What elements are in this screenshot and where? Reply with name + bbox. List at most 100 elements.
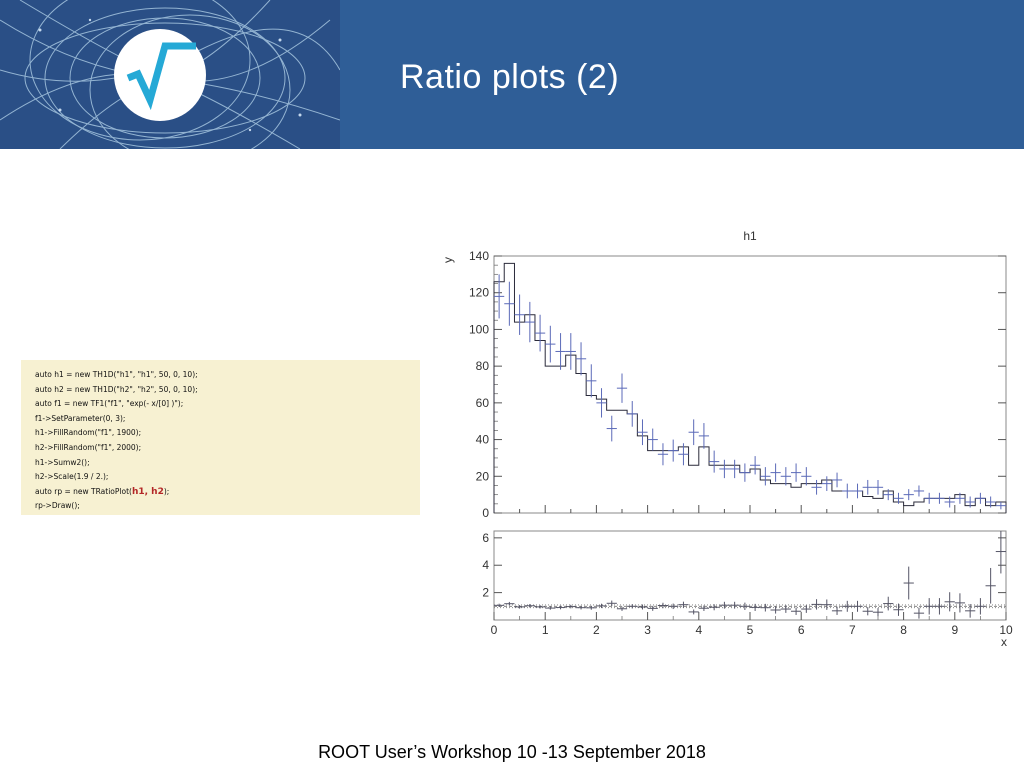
code-line: h1->FillRandom("f1", 1900); xyxy=(35,428,142,438)
h2-error-point xyxy=(862,479,873,495)
code-line: auto h1 = new TH1D("h1", "h1", 50, 0, 10… xyxy=(35,370,198,379)
ratio-point xyxy=(893,603,904,616)
h2-error-point xyxy=(872,479,884,495)
ratio-point xyxy=(657,602,669,609)
ratio-point xyxy=(995,531,1006,574)
ratio-x-tick-label: 5 xyxy=(747,623,754,637)
ratio-point xyxy=(616,606,628,611)
footer-text: ROOT User’s Workshop 10 -13 September 20… xyxy=(318,742,706,762)
ratio-point xyxy=(575,605,587,610)
header-banner: Ratio plots (2) xyxy=(0,0,1024,149)
h2-error-point xyxy=(770,463,781,482)
h2-error-point xyxy=(811,479,822,495)
ratio-point xyxy=(801,605,812,613)
ratio-point xyxy=(596,603,607,609)
h2-error-point xyxy=(975,492,986,504)
h2-error-point xyxy=(801,467,812,486)
ratio-point xyxy=(954,593,966,613)
ratio-y-tick-label: 6 xyxy=(482,531,489,545)
h2-error-point xyxy=(586,364,597,398)
y-tick-label: 0 xyxy=(482,506,489,520)
h1-step-histogram xyxy=(493,262,1007,513)
h2-error-point xyxy=(504,281,515,326)
h2-error-point xyxy=(494,274,505,319)
h2-error-point xyxy=(555,333,566,370)
ratio-point xyxy=(688,609,699,615)
h2-error-point xyxy=(913,485,925,497)
ratio-point xyxy=(821,599,832,610)
h2-error-point xyxy=(883,489,894,501)
ratio-point xyxy=(534,605,546,609)
ratio-point xyxy=(811,599,822,610)
ratio-x-tick-label: 1 xyxy=(542,623,549,637)
particle-tracks-decoration xyxy=(0,0,340,149)
h2-error-point xyxy=(575,342,587,376)
code-line: rp->Draw(); xyxy=(35,501,80,511)
h2-error-point xyxy=(719,459,730,479)
y-axis-label: y xyxy=(441,257,455,263)
ratio-point xyxy=(944,592,955,612)
chart-title: h1 xyxy=(743,229,757,243)
ratio-x-tick-label: 9 xyxy=(951,623,958,637)
code-line: auto rp = new TRatioPlot(h1, h2); xyxy=(35,486,170,497)
h2-error-point xyxy=(637,419,648,446)
h2-error-point xyxy=(790,463,802,482)
h2-error-point xyxy=(565,333,576,370)
h2-error-point xyxy=(729,459,740,479)
ratio-x-tick-label: 6 xyxy=(798,623,805,637)
ratio-point xyxy=(606,600,617,607)
h2-error-point xyxy=(647,428,658,451)
h2-error-point xyxy=(965,496,976,508)
ratio-point xyxy=(494,603,505,607)
code-line: h2->Scale(1.9 / 2.); xyxy=(35,472,109,482)
y-tick-label: 60 xyxy=(476,396,490,410)
ratio-point xyxy=(627,604,638,609)
ratio-point xyxy=(586,605,597,610)
code-line: h1->Sumw2(); xyxy=(35,457,90,467)
h2-error-point xyxy=(944,496,955,508)
ratio-point xyxy=(524,603,535,608)
h2-error-point xyxy=(678,443,689,466)
y-tick-label: 40 xyxy=(476,433,490,447)
y-tick-label: 20 xyxy=(476,469,490,483)
ratio-point xyxy=(750,603,761,611)
h2-error-point xyxy=(596,388,607,418)
ratio-point xyxy=(719,601,730,609)
h2-error-point xyxy=(934,492,945,504)
h2-error-point xyxy=(709,450,720,473)
ratio-point xyxy=(934,598,945,615)
ratio-point xyxy=(883,596,894,611)
ratio-point xyxy=(637,604,648,610)
h2-error-point xyxy=(545,325,556,363)
ratio-point xyxy=(565,604,576,609)
h2-error-point xyxy=(893,492,904,504)
h2-error-point xyxy=(668,439,679,462)
slide-title: Ratio plots (2) xyxy=(400,58,620,96)
y-tick-label: 80 xyxy=(476,359,490,373)
ratio-point xyxy=(504,601,515,606)
h2-error-point xyxy=(821,476,832,491)
ratio-point xyxy=(678,601,689,608)
ratio-point xyxy=(709,604,720,611)
ratio-point xyxy=(780,605,791,613)
h2-error-point xyxy=(995,501,1006,510)
h2-error-point xyxy=(534,314,546,352)
h2-error-point xyxy=(627,401,638,427)
h2-error-point xyxy=(750,456,761,475)
h2-error-point xyxy=(514,294,525,335)
ratio-point xyxy=(668,603,679,610)
code-highlight: h1, h2 xyxy=(131,486,164,497)
h2-error-point xyxy=(831,472,843,488)
ratio-point xyxy=(842,600,853,612)
h2-error-point xyxy=(698,423,710,449)
ratio-x-tick-label: 3 xyxy=(644,623,651,637)
ratio-point xyxy=(545,606,556,610)
h2-error-point xyxy=(903,489,914,501)
ratio-point xyxy=(514,605,525,609)
h2-error-point xyxy=(985,496,996,508)
ratio-point xyxy=(985,567,996,604)
ratio-x-tick-label: 0 xyxy=(491,623,498,637)
ratio-point xyxy=(852,600,863,612)
ratio-point xyxy=(975,598,986,615)
